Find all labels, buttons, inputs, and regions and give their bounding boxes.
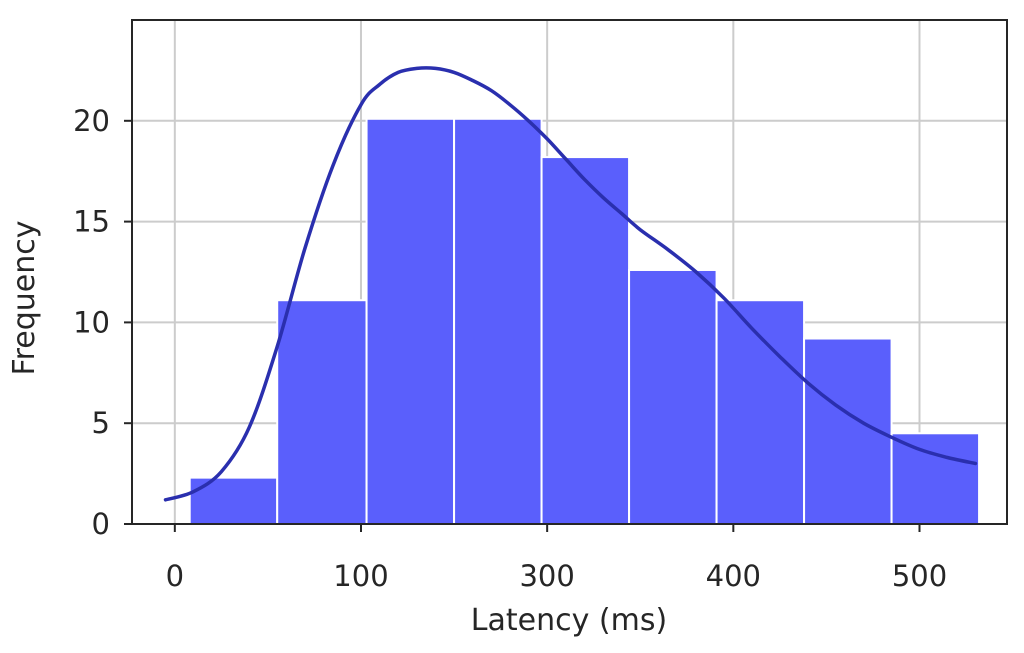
x-axis-label: Latency (ms) [471, 603, 667, 638]
y-axis-label: Frequency [7, 221, 42, 376]
y-tick-label: 20 [73, 104, 110, 138]
plot-frame [131, 19, 1008, 525]
x-tick-label: 400 [706, 559, 761, 593]
histogram-bar [365, 117, 456, 525]
x-tick-label: 300 [519, 559, 574, 593]
x-tick-label: 0 [166, 559, 184, 593]
density-curve-layer [163, 66, 978, 502]
x-tick-label: 100 [333, 559, 388, 593]
tick-labels: 0 100 300 400 500 0 5 10 15 20 [73, 104, 947, 593]
y-tick-label: 10 [73, 305, 110, 339]
density-curve [163, 66, 978, 502]
axis-ticks [124, 119, 921, 532]
histogram-bar [890, 432, 981, 525]
histogram-bar [453, 117, 543, 525]
y-tick-label: 15 [73, 205, 110, 239]
histogram-bar [715, 299, 806, 525]
histogram-bar [540, 156, 631, 525]
histogram-bar [276, 299, 368, 525]
histogram-bar [188, 476, 279, 525]
y-tick-label: 5 [92, 406, 110, 440]
x-tick-label: 500 [892, 559, 947, 593]
histogram-bar [628, 268, 718, 526]
y-tick-label: 0 [92, 507, 110, 541]
